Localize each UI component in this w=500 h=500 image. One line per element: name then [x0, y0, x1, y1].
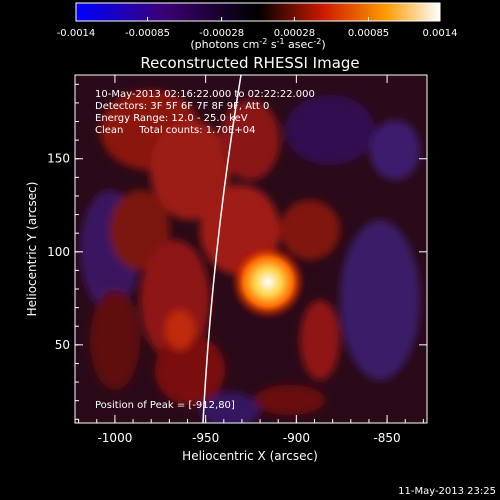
colorbar-tick-label: -0.00085 [125, 28, 170, 39]
y-tick-label: 100 [47, 245, 70, 259]
peak-source [230, 244, 306, 320]
colorbar-tick-label: -0.00028 [199, 28, 244, 39]
colorbar-tick-label: 0.00085 [348, 28, 389, 39]
x-tick-label: -1000 [97, 431, 132, 445]
x-tick-label: -900 [283, 431, 310, 445]
colorbar-tick-label: 0.00028 [274, 28, 315, 39]
colorbar: -0.0014 -0.00085 -0.00028 0.00028 0.00085 0.0… [57, 2, 458, 51]
info-energy-range: Energy Range: 12.0 - 25.0 keV [95, 113, 248, 124]
colorbar-units: (photons cm-2 s-1 asec-2) [190, 37, 325, 51]
x-tick-label: -950 [192, 431, 219, 445]
info-detectors: Detectors: 3F 5F 6F 7F 8F 9F, Att 0 [95, 101, 269, 112]
y-tick-label: 150 [47, 152, 70, 166]
footer-timestamp: 11-May-2013 23:25 [398, 486, 496, 497]
plot-frame [74, 74, 428, 424]
solar-limb [202, 75, 242, 423]
info-text: 10-May-2013 02:16:22.000 to 02:22:22.000… [95, 89, 315, 136]
peak-position-label: Position of Peak = [-912,80] [95, 400, 235, 411]
colorbar-tick-label: 0.0014 [423, 28, 458, 39]
info-counts: Clean Total counts: 1.70E+04 [95, 125, 255, 136]
info-time-range: 10-May-2013 02:16:22.000 to 02:22:22.000 [95, 89, 315, 100]
rhessi-image [75, 75, 427, 423]
axis-ticks: -1000 -950 -900 -850 50 100 150 [47, 75, 427, 445]
colorbar-ticks: -0.0014 -0.00085 -0.00028 0.00028 0.00085 0.0… [57, 17, 458, 39]
x-axis-label: Heliocentric X (arcsec) [182, 449, 318, 463]
plot-title: Reconstructed RHESSI Image [140, 54, 359, 72]
colorbar-strip [75, 2, 441, 22]
y-tick-label: 50 [55, 338, 70, 352]
x-tick-label: -850 [373, 431, 400, 445]
colorbar-tick-label: -0.0014 [57, 28, 96, 39]
y-axis-label: Heliocentric Y (arcsec) [25, 182, 39, 317]
